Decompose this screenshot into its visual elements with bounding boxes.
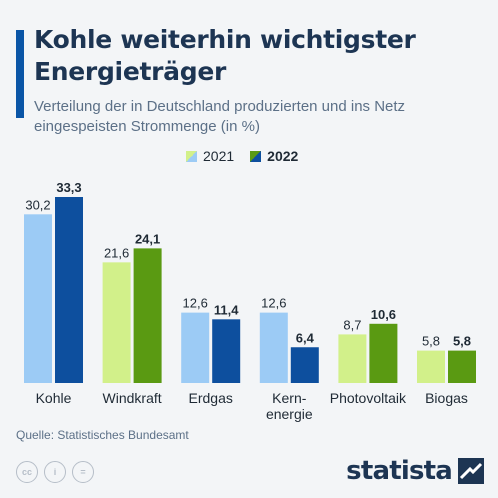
bar-2022-3 <box>290 347 319 383</box>
license-icons: cc i = <box>16 461 100 483</box>
bar-2021-2 <box>181 312 210 383</box>
category-label-4: Photovoltaik <box>330 390 407 406</box>
bar-2022-5 <box>448 350 476 383</box>
bar-chart: 30,2 33,3 Kohle 21,6 24,1 Windkraft 12,6 11,4 Er… <box>24 180 476 422</box>
category-label-2: Erdgas <box>189 390 233 406</box>
data-label-2022-4: 10,6 <box>371 307 396 322</box>
category-label-line-4-0: Photovoltaik <box>330 390 407 406</box>
legend-label-2021: 2021 <box>203 148 235 164</box>
data-label-2022-0: 33,3 <box>56 180 81 195</box>
source-note: Quelle: Statistisches Bundesamt <box>16 428 189 442</box>
title-accent-bar <box>16 30 24 118</box>
category-label-line-0-0: Kohle <box>36 390 72 406</box>
data-label-2021-1: 21,6 <box>104 245 129 260</box>
data-label-2021-4: 8,7 <box>343 317 361 332</box>
bar-2021-1 <box>102 262 131 383</box>
brand-name: statista <box>346 456 453 486</box>
bar-2022-4 <box>369 323 398 383</box>
data-label-2022-5: 5,8 <box>453 334 471 349</box>
data-label-2022-3: 6,4 <box>296 330 315 345</box>
brand-logo-icon <box>458 458 484 484</box>
data-label-2021-5: 5,8 <box>422 334 440 349</box>
chart-title: Kohle weiterhin wichtigster Energieträge… <box>34 25 416 86</box>
bar-2022-1 <box>133 248 162 383</box>
data-label-2022-2: 11,4 <box>214 302 239 317</box>
data-label-2022-1: 24,1 <box>135 231 160 246</box>
category-label-5: Biogas <box>425 390 468 406</box>
no-derivatives-icon: = <box>72 461 94 483</box>
bar-2022-0 <box>55 197 83 383</box>
data-label-2021-0: 30,2 <box>25 197 50 212</box>
legend-item-2021: 2021 <box>186 148 234 164</box>
bar-2021-5 <box>417 350 445 383</box>
category-label-line-2-0: Erdgas <box>189 390 233 406</box>
legend-label-2022: 2022 <box>267 148 299 164</box>
category-label-3: Kern-energie <box>266 390 313 422</box>
bar-2022-2 <box>212 319 241 383</box>
legend-swatch-2022 <box>250 150 262 162</box>
bar-2021-3 <box>259 312 288 383</box>
bar-2021-4 <box>338 334 367 383</box>
brand: statista <box>346 456 484 486</box>
category-label-1: Windkraft <box>103 390 162 406</box>
data-label-2021-2: 12,6 <box>183 296 208 311</box>
category-label-line-5-0: Biogas <box>425 390 468 406</box>
category-label-0: Kohle <box>36 390 72 406</box>
category-label-line-3-0: Kern- <box>272 390 307 406</box>
bar-2021-0 <box>24 214 52 383</box>
cc-icon: cc <box>16 461 38 483</box>
legend-swatch-2021 <box>186 150 197 162</box>
category-label-line-3-1: energie <box>266 406 313 422</box>
attribution-icon: i <box>44 461 66 483</box>
legend-item-2022: 2022 <box>250 148 298 164</box>
legend: 2021 2022 <box>186 146 314 166</box>
category-label-line-1-0: Windkraft <box>103 390 162 406</box>
chart-subtitle: Verteilung der in Deutschland produziert… <box>34 98 406 135</box>
data-label-2021-3: 12,6 <box>261 296 286 311</box>
